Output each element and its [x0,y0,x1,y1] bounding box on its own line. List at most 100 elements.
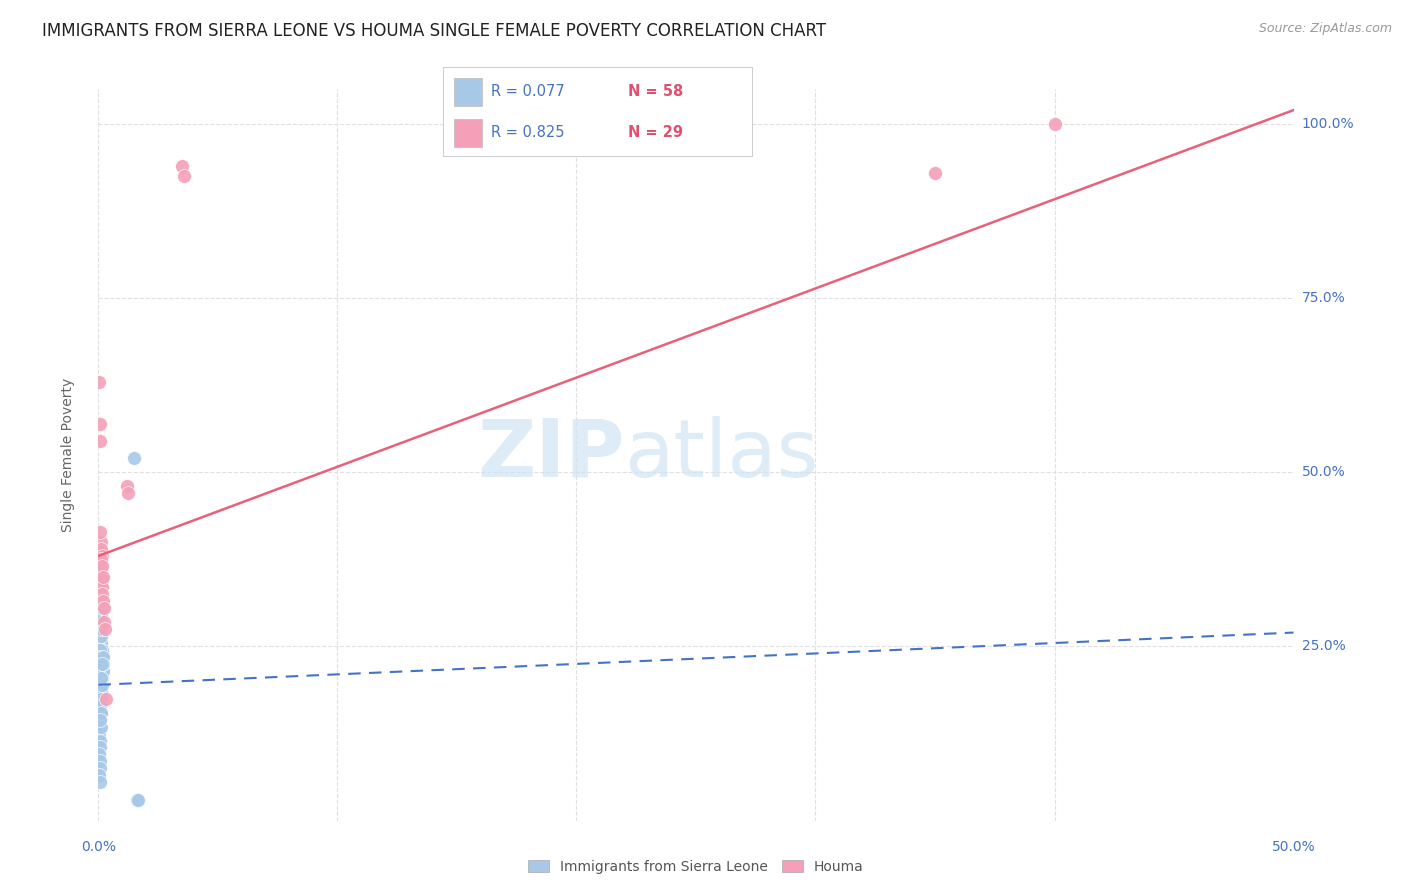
Point [89,740,111,755]
Point [90,541,112,556]
Point [89,660,111,674]
Point [89,698,111,713]
Point [91,657,114,671]
Point [90,691,112,706]
Point [90,563,112,577]
Point [90,678,112,692]
Point [89,775,111,789]
Point [1043,117,1066,131]
Point [115,479,138,493]
Point [89,417,111,431]
Point [89,524,111,539]
Point [90,671,112,685]
Text: IMMIGRANTS FROM SIERRA LEONE VS HOUMA SINGLE FEMALE POVERTY CORRELATION CHART: IMMIGRANTS FROM SIERRA LEONE VS HOUMA SI… [42,22,827,40]
Point [89,566,111,581]
Point [90,657,112,671]
Point [90,720,112,734]
Point [89,434,111,448]
Point [91,664,114,678]
Point [90,664,112,678]
Point [90,653,112,667]
Point [90,643,112,657]
Point [89,649,111,664]
Point [117,486,139,500]
Point [90,685,112,699]
Point [91,594,114,608]
Text: Source: ZipAtlas.com: Source: ZipAtlas.com [1258,22,1392,36]
Point [172,159,194,173]
Text: 0.0%: 0.0% [82,840,115,854]
Point [89,552,111,566]
Point [90,535,112,549]
Point [90,608,112,623]
Point [89,768,111,782]
Point [90,671,112,685]
Point [89,643,111,657]
Point [89,733,111,747]
Point [125,793,148,807]
FancyBboxPatch shape [454,78,481,106]
Point [124,451,146,466]
Point [89,657,111,671]
Point [90,601,112,615]
Point [90,674,112,689]
Point [924,166,946,180]
Point [127,793,149,807]
Point [90,706,112,720]
Point [91,649,114,664]
Point [89,755,111,769]
Point [89,664,111,678]
Point [90,622,112,636]
Point [90,587,112,601]
Text: 50.0%: 50.0% [1271,840,1316,854]
Point [94,622,117,636]
Point [91,574,114,588]
Point [89,691,111,706]
Text: R = 0.825: R = 0.825 [491,126,564,140]
FancyBboxPatch shape [454,119,481,147]
Point [90,667,112,681]
Point [91,570,114,584]
Point [90,657,112,671]
Text: 75.0%: 75.0% [1302,291,1346,305]
Text: ZIP: ZIP [477,416,624,494]
Point [89,615,111,629]
Legend: Immigrants from Sierra Leone, Houma: Immigrants from Sierra Leone, Houma [523,855,869,880]
Point [91,657,114,671]
Point [90,678,112,692]
Text: 50.0%: 50.0% [1302,466,1346,479]
Point [89,545,111,559]
Point [90,629,112,643]
Point [94,691,117,706]
Point [89,720,111,734]
Point [89,706,111,720]
Text: N = 29: N = 29 [628,126,683,140]
Point [90,552,112,566]
Point [90,657,112,671]
Text: 100.0%: 100.0% [1302,117,1354,131]
Point [90,559,112,574]
Point [90,549,112,563]
Point [89,726,111,740]
Point [89,664,111,678]
Point [91,664,114,678]
Point [91,671,114,685]
Point [89,713,111,727]
Point [89,761,111,775]
Y-axis label: Single Female Poverty: Single Female Poverty [60,378,75,532]
Point [89,570,111,584]
Point [93,601,115,615]
Point [91,580,114,594]
Point [91,671,114,685]
Point [91,649,114,664]
Point [89,671,111,685]
Text: 25.0%: 25.0% [1302,640,1346,654]
Text: R = 0.077: R = 0.077 [491,85,565,99]
Point [89,747,111,762]
Point [89,375,111,389]
Point [91,664,114,678]
Point [89,713,111,727]
Point [89,698,111,713]
Text: N = 58: N = 58 [628,85,683,99]
Text: atlas: atlas [624,416,818,494]
